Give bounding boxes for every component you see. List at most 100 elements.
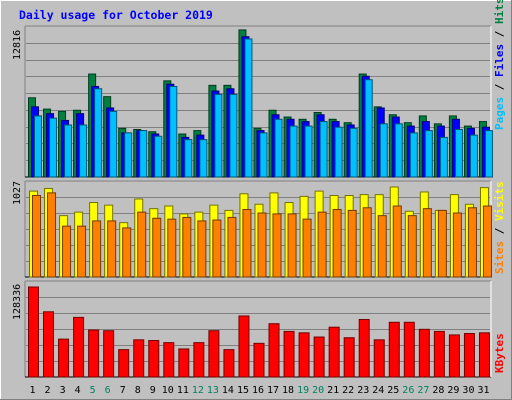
kbytes-bar-day-17 <box>268 323 280 378</box>
day-label-11: 11 <box>177 385 189 396</box>
day-label-17: 17 <box>267 385 279 396</box>
kbytes-bar-day-12 <box>193 342 205 378</box>
pages-bar-day-29 <box>454 128 463 178</box>
sites-bar-day-2 <box>47 192 57 278</box>
sites-bar-day-21 <box>332 209 342 278</box>
pages-bar-day-22 <box>349 127 358 178</box>
kbytes-bar-day-26 <box>403 321 415 378</box>
pages-bar-day-18 <box>289 125 298 178</box>
pages-bar-day-2 <box>49 117 58 178</box>
kbytes-bar-day-11 <box>178 348 190 378</box>
sites-bar-day-6 <box>107 220 117 278</box>
kbytes-bar-day-10 <box>163 342 175 378</box>
bottom-ymax-label: 128336 <box>12 284 23 320</box>
day-label-22: 22 <box>342 385 354 396</box>
kbytes-bar-day-9 <box>148 340 160 378</box>
pages-bar-day-17 <box>274 118 283 178</box>
kbytes-bar-day-28 <box>433 330 445 378</box>
kbytes-bar-day-25 <box>388 321 400 378</box>
pages-bar-day-16 <box>259 132 268 178</box>
day-label-25: 25 <box>387 385 399 396</box>
sites-bar-day-11 <box>182 216 192 278</box>
day-label-13: 13 <box>207 385 219 396</box>
day-label-6: 6 <box>105 385 111 396</box>
legend-pages: Pages <box>493 97 506 130</box>
day-label-9: 9 <box>150 385 156 396</box>
sites-bar-day-10 <box>167 218 177 278</box>
pages-bar-day-28 <box>439 136 448 178</box>
pages-bar-day-11 <box>184 139 193 178</box>
pages-bar-day-1 <box>34 115 42 178</box>
day-label-10: 10 <box>162 385 174 396</box>
pages-bar-day-31 <box>484 130 493 178</box>
sites-bar-day-1 <box>32 195 41 278</box>
legend-files: Files <box>493 44 506 77</box>
day-label-23: 23 <box>357 385 369 396</box>
pages-bar-day-20 <box>319 121 328 178</box>
day-label-12: 12 <box>192 385 204 396</box>
pages-bar-day-4 <box>79 124 88 178</box>
sites-bar-day-31 <box>482 205 492 278</box>
day-label-28: 28 <box>432 385 444 396</box>
kbytes-bar-day-8 <box>133 339 145 378</box>
sites-bar-day-29 <box>452 212 462 278</box>
pages-bar-day-24 <box>379 123 388 178</box>
day-label-7: 7 <box>120 385 126 396</box>
sites-bar-day-9 <box>152 217 162 278</box>
day-label-29: 29 <box>447 385 459 396</box>
pages-bar-day-26 <box>409 132 418 178</box>
day-label-16: 16 <box>252 385 264 396</box>
sites-bar-day-17 <box>272 213 282 278</box>
day-label-15: 15 <box>237 385 249 396</box>
sites-bar-day-3 <box>62 225 72 278</box>
middle-ymax-label: 1027 <box>12 181 23 205</box>
middle-legend: Sites / Visits <box>493 181 506 274</box>
day-label-18: 18 <box>282 385 294 396</box>
sites-bar-day-20 <box>317 211 327 278</box>
kbytes-bar-day-31 <box>478 332 490 378</box>
day-label-26: 26 <box>402 385 414 396</box>
sites-bar-day-13 <box>212 219 222 278</box>
pages-bar-day-7 <box>124 132 133 178</box>
bottom-legend: KBytes <box>493 333 506 373</box>
kbytes-bar-day-23 <box>358 318 370 378</box>
kbytes-bar-day-13 <box>208 330 220 378</box>
pages-bar-day-14 <box>229 93 238 178</box>
pages-bar-day-13 <box>214 93 223 178</box>
kbytes-bar-day-15 <box>238 315 250 378</box>
sites-bar-day-23 <box>362 207 372 278</box>
pages-bar-day-8 <box>139 130 148 178</box>
sites-bar-day-22 <box>347 209 357 278</box>
day-label-5: 5 <box>90 385 96 396</box>
sites-bar-day-28 <box>437 209 447 278</box>
kbytes-bar-day-4 <box>73 316 85 378</box>
pages-bar-day-23 <box>364 79 373 178</box>
kbytes-bar-day-19 <box>298 332 310 378</box>
sites-bar-day-27 <box>422 208 432 278</box>
pages-bar-day-5 <box>94 88 103 178</box>
top-ymax-label: 12816 <box>12 30 23 60</box>
kbytes-bar-day-18 <box>283 330 295 378</box>
pages-bar-day-27 <box>424 130 433 178</box>
kbytes-bar-day-1 <box>28 286 39 378</box>
chart-title: Daily usage for October 2019 <box>19 8 213 22</box>
kbytes-bar-day-21 <box>328 326 340 378</box>
sites-bar-day-25 <box>392 205 402 278</box>
sites-bar-day-26 <box>407 215 417 278</box>
pages-bar-day-12 <box>199 139 208 178</box>
legend-kbytes: KBytes <box>493 333 506 373</box>
kbytes-bar-day-16 <box>253 342 265 378</box>
day-label-21: 21 <box>327 385 339 396</box>
sites-bar-day-5 <box>92 220 102 278</box>
kbytes-bar-day-27 <box>418 328 430 378</box>
kbytes-bar-day-2 <box>43 311 55 378</box>
kbytes-bar-day-7 <box>118 349 130 378</box>
sites-bar-day-18 <box>287 213 297 278</box>
kbytes-bar-day-6 <box>103 330 115 378</box>
sites-bar-day-16 <box>257 212 267 278</box>
sites-bar-day-15 <box>242 209 252 278</box>
kbytes-bar-day-22 <box>343 337 355 378</box>
legend-sites: Sites <box>493 241 506 274</box>
sites-bar-day-8 <box>137 211 147 278</box>
